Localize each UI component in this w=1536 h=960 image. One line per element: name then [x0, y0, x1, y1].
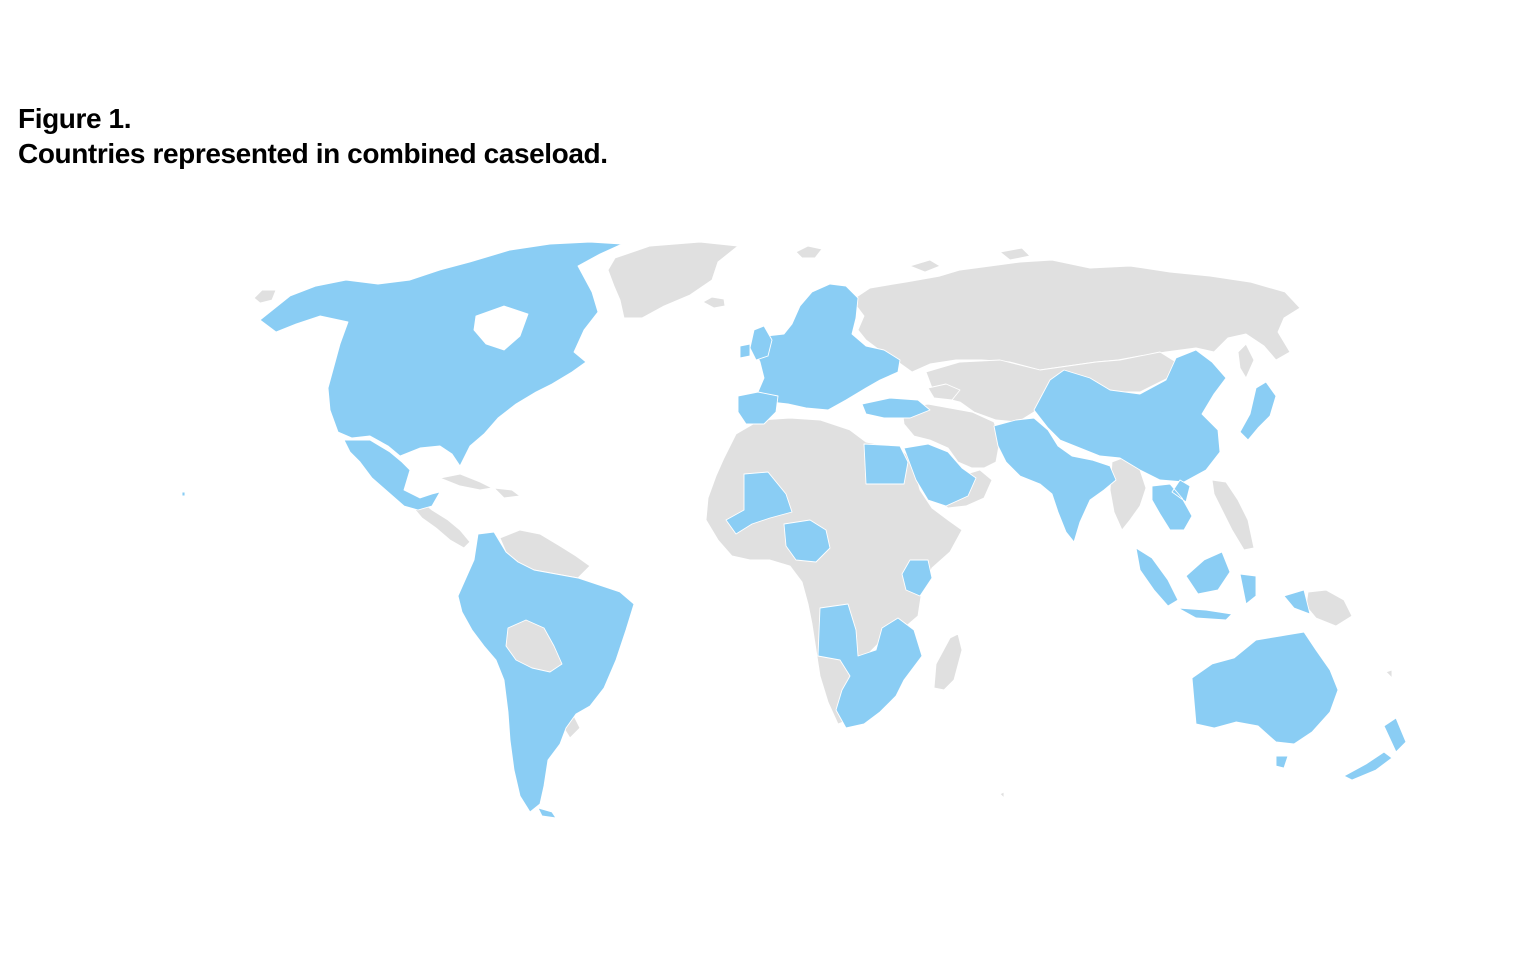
region-bolivia [505, 619, 563, 673]
region-north-america [259, 241, 623, 467]
region-mainland-sea [1151, 479, 1193, 531]
region-pacific-isles [999, 669, 1393, 799]
region-uk-ireland [739, 325, 773, 361]
region-hawaii [181, 491, 186, 497]
region-caribbean [411, 473, 521, 549]
region-mexico [343, 439, 441, 511]
figure-caption: Countries represented in combined caselo… [18, 138, 608, 169]
region-caucasus [927, 383, 961, 401]
region-sakhalin [1237, 343, 1255, 379]
region-tasmania [1275, 755, 1289, 769]
region-turkey [861, 397, 931, 419]
region-tierra-del-fuego [537, 807, 557, 819]
region-svalbard [795, 245, 1031, 273]
region-new-zealand [1343, 717, 1407, 781]
region-russia [851, 259, 1301, 373]
figure-title: Figure 1. Countries represented in combi… [18, 101, 608, 171]
region-southern-africa [817, 603, 923, 729]
region-mali [725, 471, 793, 535]
region-china [1033, 349, 1227, 483]
region-iberia [737, 391, 779, 425]
region-australia [1191, 631, 1339, 745]
region-south-asia [993, 417, 1117, 543]
region-madagascar [933, 633, 963, 691]
region-japan [1239, 381, 1277, 441]
region-greenland [607, 241, 739, 319]
region-alaska-tip [253, 289, 277, 304]
figure-label: Figure 1. [18, 103, 132, 134]
region-nigeria [783, 519, 831, 563]
region-indonesia [1135, 547, 1311, 621]
region-south-america [457, 531, 635, 813]
region-egypt [863, 443, 909, 485]
region-papua [1305, 589, 1353, 627]
region-kenya [901, 559, 933, 597]
region-iceland [702, 296, 726, 309]
region-saudi-arabia [903, 443, 977, 507]
region-hudson-bay [473, 305, 529, 351]
